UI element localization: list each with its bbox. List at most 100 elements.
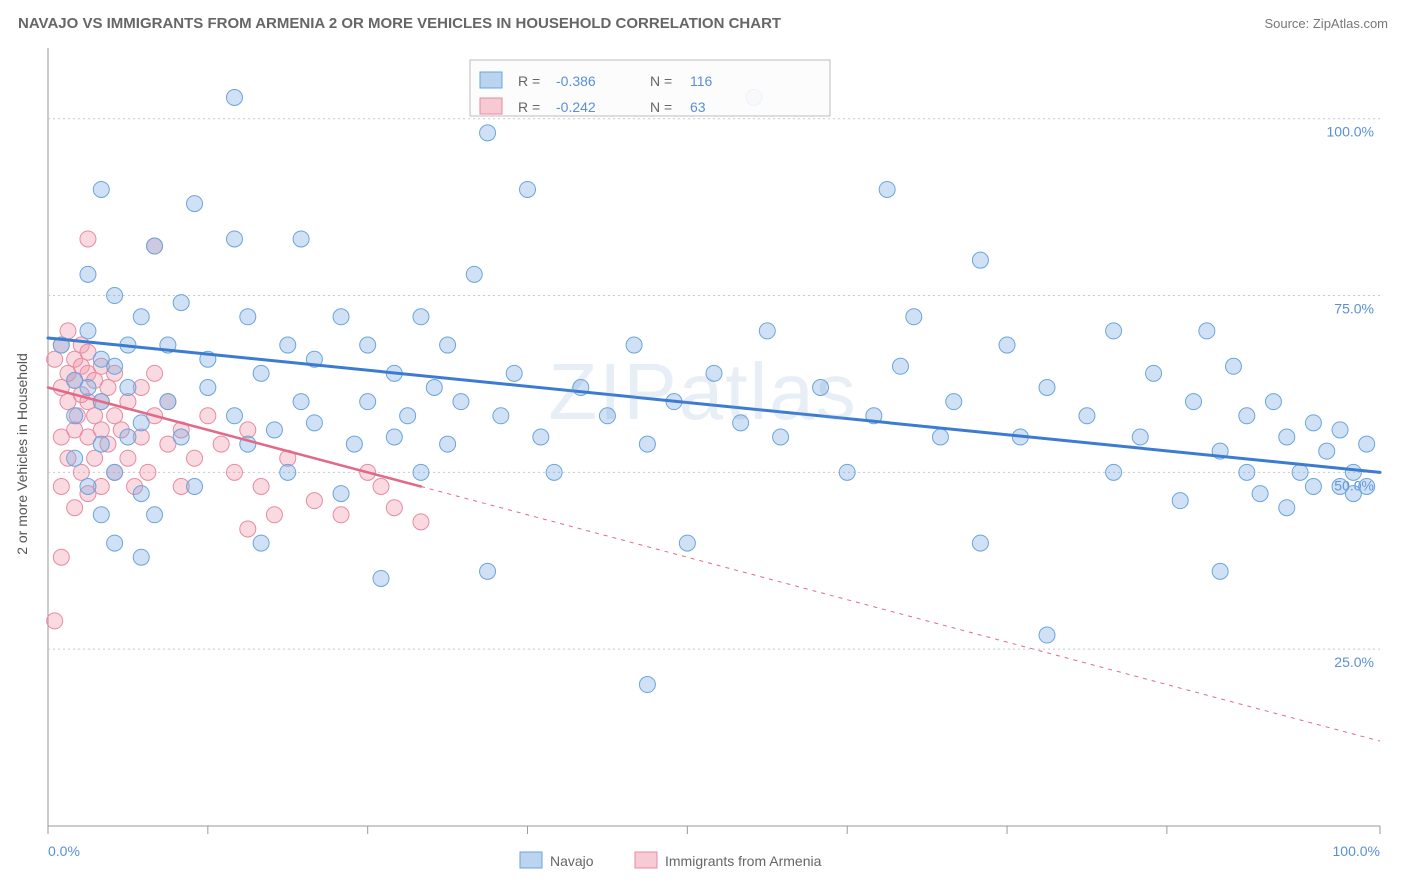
- scatter-point: [1359, 479, 1375, 495]
- scatter-point: [999, 337, 1015, 353]
- trend-line-dashed: [421, 487, 1380, 742]
- scatter-point: [1345, 464, 1361, 480]
- scatter-point: [1106, 464, 1122, 480]
- scatter-point: [53, 549, 69, 565]
- scatter-point: [1279, 429, 1295, 445]
- scatter-point: [226, 90, 242, 106]
- scatter-point: [80, 323, 96, 339]
- scatter-point: [373, 570, 389, 586]
- scatter-point: [533, 429, 549, 445]
- scatter-point: [1199, 323, 1215, 339]
- scatter-point: [639, 677, 655, 693]
- y-tick-label: 75.0%: [1334, 301, 1374, 317]
- legend-swatch: [635, 852, 657, 868]
- scatter-point: [932, 429, 948, 445]
- legend-label: Navajo: [550, 853, 594, 869]
- scatter-point: [93, 422, 109, 438]
- scatter-point: [413, 464, 429, 480]
- scatter-point: [1305, 415, 1321, 431]
- x-tick-label: 0.0%: [48, 843, 80, 859]
- scatter-point: [706, 365, 722, 381]
- source-label: Source: ZipAtlas.com: [1264, 16, 1388, 31]
- scatter-point: [240, 521, 256, 537]
- scatter-point: [1146, 365, 1162, 381]
- scatter-point: [100, 379, 116, 395]
- scatter-point: [200, 379, 216, 395]
- scatter-point: [173, 295, 189, 311]
- scatter-point: [480, 125, 496, 141]
- legend-label: Immigrants from Armenia: [665, 853, 822, 869]
- scatter-point: [879, 181, 895, 197]
- legend-n-value: 116: [690, 73, 713, 89]
- scatter-point: [1225, 358, 1241, 374]
- scatter-point: [87, 408, 103, 424]
- scatter-point: [386, 429, 402, 445]
- scatter-point: [1359, 436, 1375, 452]
- legend-swatch: [480, 98, 502, 114]
- scatter-point: [1332, 422, 1348, 438]
- scatter-point: [759, 323, 775, 339]
- y-tick-label: 100.0%: [1327, 124, 1374, 140]
- scatter-point: [147, 365, 163, 381]
- legend-swatch: [520, 852, 542, 868]
- scatter-point: [67, 450, 83, 466]
- scatter-point: [240, 309, 256, 325]
- scatter-point: [1039, 627, 1055, 643]
- scatter-point: [107, 288, 123, 304]
- legend-swatch: [480, 72, 502, 88]
- scatter-point: [440, 436, 456, 452]
- scatter-point: [413, 514, 429, 530]
- scatter-point: [60, 323, 76, 339]
- scatter-point: [839, 464, 855, 480]
- scatter-point: [266, 507, 282, 523]
- scatter-point: [1252, 486, 1268, 502]
- scatter-point: [67, 500, 83, 516]
- scatter-point: [546, 464, 562, 480]
- scatter-point: [626, 337, 642, 353]
- scatter-point: [1039, 379, 1055, 395]
- scatter-point: [93, 181, 109, 197]
- scatter-point: [440, 337, 456, 353]
- scatter-point: [120, 429, 136, 445]
- scatter-point: [80, 479, 96, 495]
- scatter-point: [306, 415, 322, 431]
- scatter-point: [173, 429, 189, 445]
- scatter-point: [386, 500, 402, 516]
- scatter-point: [80, 231, 96, 247]
- scatter-point: [599, 408, 615, 424]
- scatter-point: [1319, 443, 1335, 459]
- scatter-point: [813, 379, 829, 395]
- scatter-point: [147, 507, 163, 523]
- scatter-point: [453, 394, 469, 410]
- scatter-point: [140, 464, 156, 480]
- legend-r-label: R =: [518, 73, 540, 89]
- scatter-point: [93, 507, 109, 523]
- scatter-point: [226, 231, 242, 247]
- scatter-point: [213, 436, 229, 452]
- correlation-chart: NAVAJO VS IMMIGRANTS FROM ARMENIA 2 OR M…: [0, 0, 1406, 892]
- legend-r-value: -0.242: [556, 99, 596, 115]
- scatter-point: [133, 486, 149, 502]
- scatter-point: [67, 408, 83, 424]
- scatter-point: [87, 450, 103, 466]
- scatter-point: [1212, 563, 1228, 579]
- scatter-point: [773, 429, 789, 445]
- scatter-point: [133, 549, 149, 565]
- legend-n-label: N =: [650, 73, 672, 89]
- scatter-point: [107, 535, 123, 551]
- legend-n-value: 63: [690, 99, 706, 115]
- scatter-point: [426, 379, 442, 395]
- scatter-point: [480, 563, 496, 579]
- scatter-point: [253, 365, 269, 381]
- scatter-point: [493, 408, 509, 424]
- scatter-point: [93, 436, 109, 452]
- legend-r-value: -0.386: [556, 73, 596, 89]
- scatter-point: [47, 613, 63, 629]
- scatter-point: [360, 337, 376, 353]
- scatter-point: [293, 231, 309, 247]
- legend-r-label: R =: [518, 99, 540, 115]
- scatter-point: [1132, 429, 1148, 445]
- scatter-point: [333, 309, 349, 325]
- scatter-point: [1265, 394, 1281, 410]
- scatter-point: [639, 436, 655, 452]
